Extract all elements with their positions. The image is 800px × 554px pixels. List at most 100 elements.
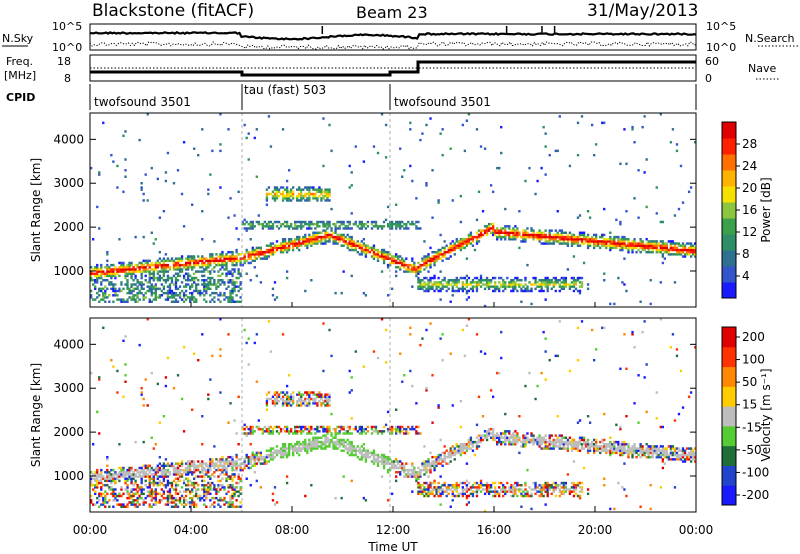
velocity-cell — [164, 468, 168, 472]
velocity-cell — [467, 318, 471, 321]
power-cell — [496, 166, 499, 170]
velocity-cell — [164, 376, 168, 379]
power-cell — [372, 248, 376, 252]
power-cell — [217, 274, 220, 278]
velocity-cell — [112, 488, 115, 491]
power-cell — [346, 238, 349, 241]
power-cell — [570, 238, 574, 241]
power-cell — [661, 248, 664, 252]
velocity-cell — [96, 475, 99, 478]
power-cell — [395, 259, 398, 263]
velocity-cell — [249, 483, 252, 487]
velocity-cell — [168, 492, 172, 496]
velocity-cell — [491, 430, 495, 433]
power-cell — [518, 283, 521, 286]
power-cell — [380, 255, 384, 258]
velocity-cell — [233, 464, 236, 468]
velocity-cell — [502, 494, 505, 498]
power-cell — [560, 281, 563, 284]
velocity-cell — [180, 473, 184, 476]
power-cell — [231, 289, 234, 293]
power-cell — [156, 272, 159, 275]
power-cell — [554, 235, 557, 239]
velocity-cell — [419, 343, 422, 347]
velocity-cell — [229, 499, 232, 502]
freq-panel: Freq. [MHz] 18 8 60 0 Nave — [4, 54, 780, 85]
power-cell — [217, 285, 220, 288]
power-cell — [514, 281, 517, 284]
power-cell — [283, 188, 287, 191]
velocity-cell — [423, 466, 426, 470]
power-cell — [350, 242, 353, 245]
power-cell — [627, 244, 630, 247]
power-cell — [386, 205, 390, 209]
power-cell — [651, 246, 654, 250]
velocity-cell — [104, 479, 107, 483]
velocity-cell — [225, 471, 228, 474]
velocity-cell — [425, 328, 428, 332]
velocity-cell — [156, 481, 159, 485]
velocity-cell — [463, 492, 467, 496]
velocity-cell — [354, 453, 357, 457]
power-cell — [647, 246, 650, 250]
power-cell — [481, 233, 485, 237]
velocity-cell — [154, 494, 157, 498]
velocity-cell — [265, 430, 269, 433]
power-cell — [255, 250, 258, 254]
power-cell — [623, 283, 626, 286]
power-cell — [542, 233, 545, 237]
power-cell — [435, 259, 438, 263]
velocity-cell — [199, 464, 202, 468]
power-cell — [96, 274, 99, 278]
power-cell — [637, 169, 640, 172]
power-cell — [568, 283, 572, 286]
velocity-cell — [376, 460, 380, 463]
power-cell — [213, 257, 216, 260]
power-cell — [239, 257, 242, 260]
velocity-cell — [126, 479, 129, 483]
velocity-cell — [229, 455, 232, 459]
velocity-cell — [184, 490, 188, 493]
power-cell — [677, 250, 681, 254]
power-cell — [225, 268, 228, 271]
power-cell — [348, 238, 351, 241]
power-cell — [592, 153, 596, 157]
power-cell — [388, 225, 392, 228]
power-cell — [487, 281, 491, 284]
velocity-cell — [296, 432, 299, 435]
power-cell — [285, 250, 289, 254]
power-cell — [98, 294, 101, 297]
power-cell — [342, 227, 345, 230]
power-cell — [191, 278, 194, 282]
power-cell — [574, 240, 578, 243]
power-cell — [465, 257, 469, 260]
power-cell — [522, 231, 525, 235]
velocity-cell — [154, 443, 157, 446]
power-cell — [372, 250, 376, 254]
velocity-cell — [98, 505, 101, 508]
power-cell — [122, 190, 125, 194]
power-cell — [168, 266, 172, 269]
velocity-cell — [384, 361, 388, 364]
power-cell — [217, 281, 220, 284]
power-cell — [603, 121, 606, 125]
power-cell — [520, 240, 523, 243]
power-cell — [140, 181, 143, 185]
velocity-cell — [445, 462, 448, 465]
power-cell — [296, 235, 299, 239]
velocity-cell — [479, 434, 483, 437]
velocity-cell — [223, 499, 226, 502]
velocity-cell — [128, 494, 131, 498]
velocity-cell — [255, 453, 258, 457]
velocity-cell — [90, 471, 93, 474]
power-cell — [142, 283, 145, 286]
velocity-cell — [397, 425, 400, 429]
velocity-cell — [344, 430, 347, 433]
velocity-cell — [148, 464, 151, 468]
power-cell — [572, 238, 576, 241]
power-cell — [176, 300, 180, 303]
power-cell — [590, 240, 594, 243]
power-cell — [118, 298, 121, 301]
power-cell — [158, 216, 161, 219]
power-cell — [411, 257, 414, 260]
